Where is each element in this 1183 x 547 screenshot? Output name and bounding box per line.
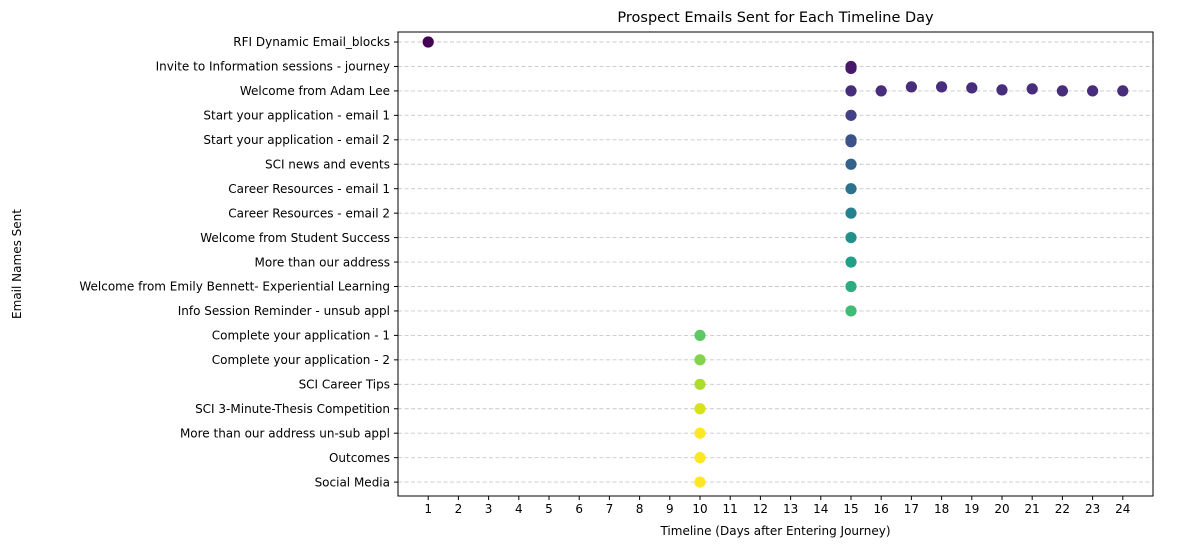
x-tick-label: 21: [1025, 502, 1040, 516]
grid-lines: [398, 41, 1153, 483]
data-point: [694, 378, 706, 390]
x-tick-label: 17: [904, 502, 919, 516]
y-tick-label: Invite to Information sessions - journey: [156, 60, 390, 74]
y-tick-label: SCI 3-Minute-Thesis Competition: [195, 402, 390, 416]
y-tick-label: RFI Dynamic Email_blocks: [233, 35, 390, 49]
x-tick-label: 14: [813, 502, 828, 516]
y-tick-label: Career Resources - email 2: [228, 206, 390, 220]
x-tick-label: 15: [843, 502, 858, 516]
data-point: [845, 305, 857, 317]
data-point: [845, 256, 857, 268]
chart-title: Prospect Emails Sent for Each Timeline D…: [617, 10, 934, 26]
data-point: [694, 427, 706, 439]
data-point: [1087, 85, 1099, 97]
y-axis-label: Email Names Sent: [10, 209, 24, 319]
data-point: [875, 85, 887, 97]
y-tick-label: Social Media: [315, 475, 390, 489]
y-tick-label: More than our address: [255, 255, 391, 269]
x-tick-label: 9: [666, 502, 674, 516]
y-tick-label: Welcome from Emily Bennett- Experiential…: [79, 280, 390, 294]
data-point: [845, 232, 857, 244]
data-point: [694, 329, 706, 341]
data-point: [845, 183, 857, 195]
x-tick-label: 4: [515, 502, 523, 516]
data-point: [845, 280, 857, 293]
data-point: [422, 36, 434, 48]
x-tick-label: 22: [1055, 502, 1070, 516]
y-tick-label: SCI Career Tips: [299, 378, 390, 392]
data-point: [845, 207, 857, 219]
data-point: [845, 136, 857, 148]
x-tick-label: 11: [723, 502, 738, 516]
x-tick-label: 12: [753, 502, 768, 516]
data-point: [845, 85, 857, 97]
y-tick-label: Complete your application - 1: [212, 329, 390, 343]
y-tick-label: Info Session Reminder - unsub appl: [178, 304, 390, 318]
x-tick-label: 6: [575, 502, 583, 516]
y-tick-label: More than our address un-sub appl: [180, 426, 390, 440]
y-tick-label: Complete your application - 2: [212, 353, 390, 367]
y-tick-label: Start your application - email 2: [203, 133, 390, 147]
data-point: [694, 476, 706, 488]
x-tick-label: 10: [692, 502, 707, 516]
y-tick-label: Career Resources - email 1: [228, 182, 390, 196]
y-tick-label: Welcome from Adam Lee: [240, 84, 390, 98]
x-tick-label: 18: [934, 502, 949, 516]
y-tick-label: Start your application - email 1: [203, 109, 390, 123]
x-tick-label: 2: [455, 502, 463, 516]
x-tick-label: 16: [874, 502, 889, 516]
data-point: [936, 81, 948, 93]
data-point: [1056, 85, 1068, 97]
y-axis: RFI Dynamic Email_blocks Invite to Inform…: [79, 35, 398, 489]
data-point: [1026, 83, 1038, 95]
data-point: [905, 81, 918, 93]
x-tick-label: 7: [606, 502, 614, 516]
x-tick-label: 23: [1085, 502, 1100, 516]
data-point: [966, 82, 978, 94]
y-tick-label: Outcomes: [329, 451, 390, 465]
data-point: [845, 62, 857, 75]
data-point: [694, 354, 706, 366]
y-tick-label: Welcome from Student Success: [200, 231, 390, 245]
x-tick-label: 20: [994, 502, 1009, 516]
data-point: [845, 109, 857, 121]
data-point: [996, 84, 1008, 96]
y-tick-label: SCI news and events: [265, 157, 390, 171]
plot-frame: [397, 31, 1154, 497]
x-tick-label: 1: [424, 502, 432, 516]
x-tick-label: 3: [485, 502, 493, 516]
data-point: [1117, 85, 1129, 97]
x-tick-label: 24: [1115, 502, 1130, 516]
data-point: [694, 452, 706, 464]
data-points: [422, 36, 1129, 488]
data-point: [694, 403, 706, 415]
x-axis: 1 2 3 4 5 6 7 8 9 10 11 12 13 14 15 16 17 18 19 20 21 22 23 24: [424, 496, 1130, 516]
x-axis-label: Timeline (Days after Entering Journey): [659, 524, 890, 538]
x-tick-label: 13: [783, 502, 798, 516]
x-tick-label: 19: [964, 502, 979, 516]
x-tick-label: 8: [636, 502, 644, 516]
x-tick-label: 5: [545, 502, 553, 516]
data-point: [845, 158, 857, 170]
